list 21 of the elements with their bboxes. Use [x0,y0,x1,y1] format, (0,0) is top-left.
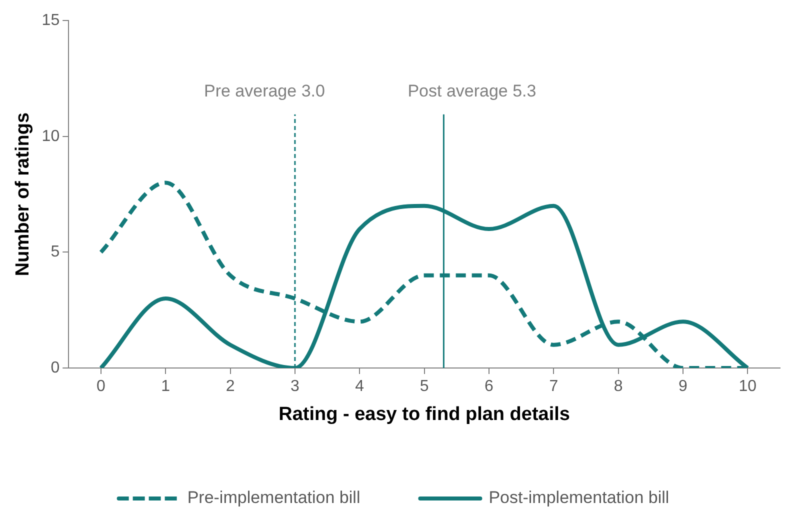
x-tick-label: 8 [614,378,623,396]
legend-label: Pre-implementation bill [187,488,360,508]
x-tick-label: 7 [549,378,558,396]
x-tick-label: 0 [96,378,106,396]
y-tick-label: 15 [42,12,60,30]
y-axis-title: Number of ratings [12,112,34,276]
x-tick-label: 10 [738,378,757,396]
x-tick-label: 6 [484,378,494,396]
ref-line-label: Pre average 3.0 [204,82,325,101]
x-tick-label: 3 [290,378,300,396]
legend-label: Post-implementation bill [488,488,670,508]
x-tick-label: 4 [355,378,364,396]
y-tick-label: 0 [50,359,60,376]
x-tick-label: 9 [678,378,688,396]
x-axis-title: Rating - easy to find plan details [278,404,570,425]
x-tick-label: 5 [420,378,429,396]
x-tick-label: 1 [161,378,170,396]
y-tick-label: 5 [50,244,60,261]
ref-line-label: Post average 5.3 [408,82,536,101]
x-tick-label: 2 [226,378,235,396]
y-tick-label: 10 [42,128,60,145]
